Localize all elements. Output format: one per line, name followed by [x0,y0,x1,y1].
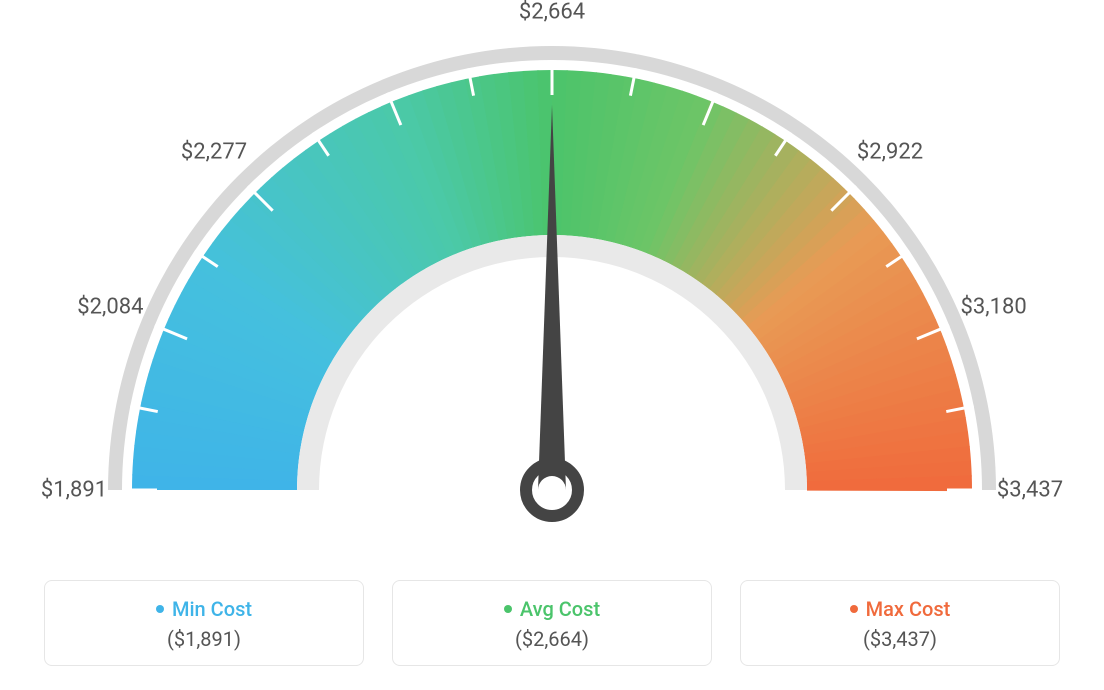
gauge-svg [0,0,1104,560]
gauge-tick-label: $2,664 [519,0,585,25]
legend-value-max: ($3,437) [761,627,1039,651]
legend-title-text: Min Cost [172,597,252,621]
gauge-tick-label: $3,437 [997,478,1063,503]
dot-icon [850,605,858,613]
gauge-tick-label: $1,891 [41,478,107,503]
legend-card-min: Min Cost ($1,891) [44,580,364,666]
legend-title-max: Max Cost [850,597,951,621]
legend-title-text: Max Cost [866,597,951,621]
gauge-tick-label: $2,922 [857,140,923,165]
legend-title-avg: Avg Cost [504,597,600,621]
dot-icon [504,605,512,613]
legend-value-min: ($1,891) [65,627,343,651]
legend-title-min: Min Cost [156,597,252,621]
gauge-tick-label: $2,084 [77,295,143,320]
gauge-tick-label: $3,180 [961,295,1027,320]
legend-card-max: Max Cost ($3,437) [740,580,1060,666]
legend-row: Min Cost ($1,891) Avg Cost ($2,664) Max … [0,580,1104,666]
gauge-chart: $1,891 $2,084 $2,277 $2,664 $2,922 $3,180 $3,4… [0,0,1104,560]
legend-value-avg: ($2,664) [413,627,691,651]
dot-icon [156,605,164,613]
legend-card-avg: Avg Cost ($2,664) [392,580,712,666]
gauge-tick-label: $2,277 [181,140,247,165]
legend-title-text: Avg Cost [520,597,600,621]
